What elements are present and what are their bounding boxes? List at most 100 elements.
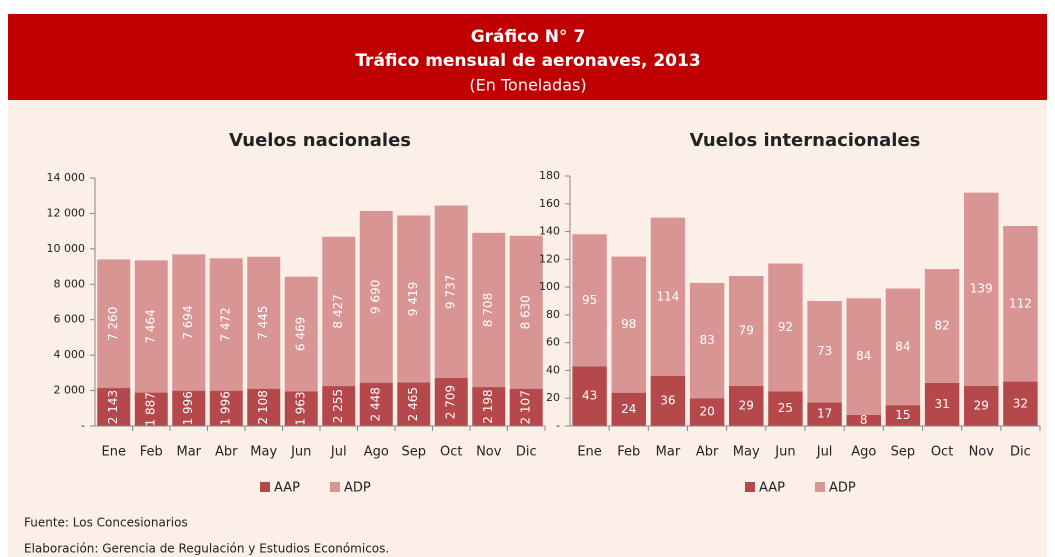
value-label: 114 xyxy=(656,289,679,303)
y-tick-label: 160 xyxy=(539,197,560,210)
value-label: 8 xyxy=(860,413,868,427)
value-label: 8 630 xyxy=(519,295,533,329)
y-tick-label: - xyxy=(556,419,560,432)
y-tick-label: 140 xyxy=(539,225,560,238)
value-label: 8 708 xyxy=(481,293,495,327)
value-label: 29 xyxy=(974,398,989,412)
x-tick-label: May xyxy=(733,445,760,460)
legend-label: ADP xyxy=(829,481,856,496)
header-band xyxy=(8,14,1047,100)
bar-segment xyxy=(97,388,131,426)
value-label: 15 xyxy=(895,408,910,422)
value-label: 112 xyxy=(1009,296,1032,310)
bar-segment xyxy=(434,205,468,379)
y-tick-label: 180 xyxy=(539,169,560,182)
value-label: 92 xyxy=(778,320,793,334)
x-tick-label: Dic xyxy=(1010,445,1031,460)
bar-segment xyxy=(689,282,725,399)
x-tick-label: Jul xyxy=(816,445,833,460)
footer-credit: Elaboración: Gerencia de Regulación y Es… xyxy=(24,542,389,556)
x-tick-label: May xyxy=(250,445,277,460)
value-label: 9 690 xyxy=(369,280,383,314)
y-tick-label: 120 xyxy=(539,252,560,265)
bar-segment xyxy=(611,256,646,393)
bar-segment xyxy=(807,402,842,426)
bar-segment xyxy=(172,390,206,426)
bar-segment xyxy=(572,366,607,426)
y-tick-label: 4 000 xyxy=(54,348,86,361)
value-label: 6 469 xyxy=(294,317,308,351)
value-label: 31 xyxy=(934,397,949,411)
bar-segment xyxy=(689,398,725,426)
value-label: 79 xyxy=(739,323,754,337)
x-tick-label: Ago xyxy=(851,445,876,460)
legend-swatch xyxy=(745,482,755,492)
x-tick-label: Feb xyxy=(140,445,163,460)
bar-segment xyxy=(964,385,999,426)
x-tick-label: Dic xyxy=(516,445,537,460)
bar-segment xyxy=(134,392,168,426)
x-tick-label: Jun xyxy=(774,445,795,460)
bar-segment xyxy=(885,288,921,406)
value-label: 2 709 xyxy=(444,385,458,419)
value-label: 1 963 xyxy=(294,391,308,425)
value-label: 84 xyxy=(895,339,910,353)
y-tick-label: 80 xyxy=(546,308,560,321)
bar-segment xyxy=(611,392,646,426)
bar-segment xyxy=(284,391,318,426)
value-label: 82 xyxy=(934,319,949,333)
value-label: 139 xyxy=(970,282,993,296)
bar-segment xyxy=(359,382,393,426)
y-tick-label: 6 000 xyxy=(54,313,86,326)
value-label: 32 xyxy=(1013,396,1028,410)
bar-segment xyxy=(846,298,881,415)
bar-segment xyxy=(472,387,506,426)
value-label: 36 xyxy=(660,394,675,408)
value-label: 2 108 xyxy=(256,390,270,424)
bar-segment xyxy=(247,256,281,389)
x-tick-label: Nov xyxy=(476,445,502,460)
bar-segment xyxy=(924,269,960,383)
chart-title: Vuelos internacionales xyxy=(690,130,921,151)
bar-segment xyxy=(322,236,356,387)
bar-segment xyxy=(472,232,506,388)
bar-segment xyxy=(572,234,607,367)
legend-swatch xyxy=(260,482,270,492)
x-tick-label: Abr xyxy=(215,445,238,460)
y-tick-label: 12 000 xyxy=(47,206,86,219)
value-label: 2 143 xyxy=(106,390,120,424)
value-label: 1 996 xyxy=(181,391,195,425)
bar-segment xyxy=(209,258,243,391)
bar-segment xyxy=(768,391,803,426)
value-label: 7 472 xyxy=(219,307,233,341)
bar-segment xyxy=(359,210,393,383)
value-label: 9 419 xyxy=(406,282,420,316)
value-label: 29 xyxy=(739,398,754,412)
bar-segment xyxy=(247,388,281,426)
value-label: 83 xyxy=(699,333,714,347)
x-tick-label: Ene xyxy=(577,445,601,460)
header-title: Gráfico N° 7 xyxy=(471,27,586,47)
value-label: 43 xyxy=(582,389,597,403)
value-label: 2 198 xyxy=(481,389,495,423)
bar-segment xyxy=(650,217,686,376)
bar-segment xyxy=(322,386,356,426)
y-tick-label: 20 xyxy=(546,391,560,404)
y-tick-label: - xyxy=(81,419,85,432)
value-label: 2 465 xyxy=(406,387,420,421)
bar-segment xyxy=(97,259,131,389)
bar-segment xyxy=(209,390,243,426)
x-tick-label: Oct xyxy=(931,445,953,460)
footer-source: Fuente: Los Concesionarios xyxy=(24,516,188,530)
x-tick-label: Oct xyxy=(440,445,462,460)
value-label: 9 737 xyxy=(444,275,458,309)
value-label: 2 107 xyxy=(519,390,533,424)
bar-segment xyxy=(509,388,543,426)
x-tick-label: Feb xyxy=(617,445,640,460)
y-tick-label: 40 xyxy=(546,363,560,376)
bar-segment xyxy=(1003,381,1038,426)
bar-segment xyxy=(434,378,468,426)
value-label: 98 xyxy=(621,317,636,331)
value-label: 1 996 xyxy=(219,391,233,425)
